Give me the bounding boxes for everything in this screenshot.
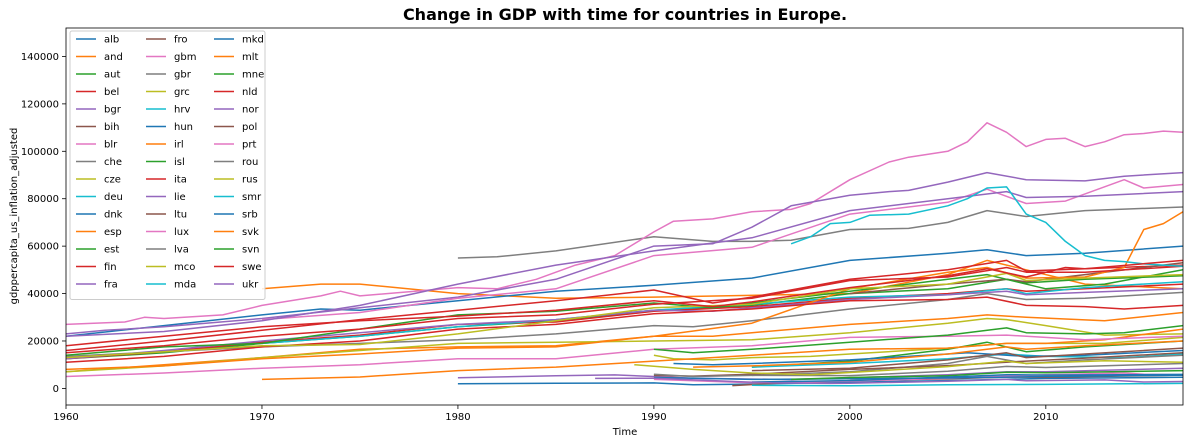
series-line-isl — [66, 269, 1183, 356]
y-axis: 0 20000 40000 60000 80000 100000 120000 140000 — [21, 52, 66, 395]
legend-label-rou: rou — [242, 157, 258, 168]
legend-label-mne: mne — [242, 70, 264, 81]
legend-label-ukr: ukr — [242, 280, 259, 291]
legend-label-esp: esp — [104, 227, 122, 238]
series-line-fin — [66, 259, 1183, 352]
legend-label-cze: cze — [104, 175, 121, 186]
legend-label-isl: isl — [174, 157, 185, 168]
legend-label-deu: deu — [104, 192, 123, 203]
series-line-svn — [653, 324, 1183, 354]
x-tick-label: 1970 — [249, 412, 274, 423]
x-tick-label: 1960 — [53, 412, 78, 423]
legend-label-dnk: dnk — [104, 210, 123, 221]
legend-label-fra: fra — [104, 280, 118, 291]
series-line-grc — [66, 317, 1183, 373]
legend-label-mlt: mlt — [242, 52, 259, 63]
legend-label-ltu: ltu — [174, 210, 187, 221]
y-tick-label: 120000 — [21, 99, 59, 110]
legend-label-fro: fro — [174, 35, 188, 46]
legend-label-mkd: mkd — [242, 35, 264, 46]
legend-label-lux: lux — [174, 227, 189, 238]
legend-label-svk: svk — [242, 227, 259, 238]
legend-label-nor: nor — [242, 105, 259, 116]
series-line-gbm — [66, 122, 1183, 326]
legend-label-srb: srb — [242, 210, 258, 221]
series-layer — [66, 122, 1183, 387]
legend-box — [69, 30, 266, 300]
legend-label-lva: lva — [174, 245, 189, 256]
legend-label-nld: nld — [242, 87, 257, 98]
legend-label-aut: aut — [104, 70, 120, 81]
x-tick-label: 2010 — [1033, 412, 1058, 423]
legend-label-bih: bih — [104, 122, 119, 133]
y-tick-label: 60000 — [27, 242, 59, 253]
series-line-nld — [66, 265, 1183, 354]
legend-label-mco: mco — [174, 262, 195, 273]
series-line-ukr — [595, 377, 1183, 385]
legend-label-fin: fin — [104, 262, 117, 273]
series-line-rus — [634, 359, 1183, 376]
y-tick-label: 100000 — [21, 147, 59, 158]
x-tick-label: 1980 — [445, 412, 470, 423]
y-tick-label: 140000 — [21, 52, 59, 63]
legend-label-gbm: gbm — [174, 52, 196, 63]
series-line-est — [751, 340, 1183, 368]
y-tick-label: 40000 — [27, 289, 59, 300]
legend-label-smr: smr — [242, 192, 262, 203]
y-tick-label: 0 — [53, 384, 59, 395]
series-line-mlt — [261, 328, 1183, 381]
legend-label-pol: pol — [242, 122, 257, 133]
chart-title: Change in GDP with time for countries in… — [403, 5, 847, 24]
legend-label-mda: mda — [174, 280, 196, 291]
series-line-lie — [66, 171, 1183, 335]
x-axis-label: Time — [612, 427, 637, 438]
legend-label-lie: lie — [174, 192, 186, 203]
legend-label-swe: swe — [242, 262, 262, 273]
legend-label-ita: ita — [174, 175, 187, 186]
series-line-dnk — [66, 245, 1183, 337]
series-line-srb — [751, 373, 1183, 383]
legend-label-hrv: hrv — [174, 105, 190, 116]
legend-label-grc: grc — [174, 87, 190, 98]
series-line-ltu — [751, 347, 1183, 372]
legend-label-bgr: bgr — [104, 105, 122, 116]
x-axis: 1960 1970 1980 1990 2000 2010 — [53, 405, 1059, 423]
legend-label-gbr: gbr — [174, 70, 192, 81]
legend-label-blr: blr — [104, 140, 118, 151]
legend-label-prt: prt — [242, 140, 256, 151]
plot-frame — [65, 27, 1184, 406]
series-line-mne — [791, 369, 1183, 381]
legend-label-alb: alb — [104, 35, 119, 46]
series-line-mda — [751, 382, 1183, 387]
legend-label-est: est — [104, 245, 119, 256]
legend: alb and aut bel bgr bih blr che cze deu dnk esp est f… — [69, 30, 266, 300]
legend-label-bel: bel — [104, 87, 119, 98]
series-line-nor — [66, 190, 1183, 337]
series-line-cze — [653, 336, 1183, 361]
legend-label-che: che — [104, 157, 122, 168]
series-line-che — [457, 206, 1183, 259]
y-tick-label: 20000 — [27, 336, 59, 347]
x-tick-label: 1990 — [641, 412, 666, 423]
legend-label-hun: hun — [174, 122, 193, 133]
legend-label-rus: rus — [242, 175, 258, 186]
legend-label-and: and — [104, 52, 123, 63]
series-line-smr — [790, 186, 1183, 268]
legend-label-irl: irl — [174, 140, 184, 151]
y-tick-label: 80000 — [27, 194, 59, 205]
x-tick-label: 2000 — [837, 412, 862, 423]
series-line-swe — [66, 259, 1183, 347]
series-line-lux — [261, 178, 1183, 321]
y-axis-label: gdppercapita_us_inflation_adjusted — [9, 128, 20, 305]
series-line-svk — [693, 340, 1183, 368]
legend-label-svn: svn — [242, 245, 259, 256]
series-line-rou — [653, 362, 1183, 378]
